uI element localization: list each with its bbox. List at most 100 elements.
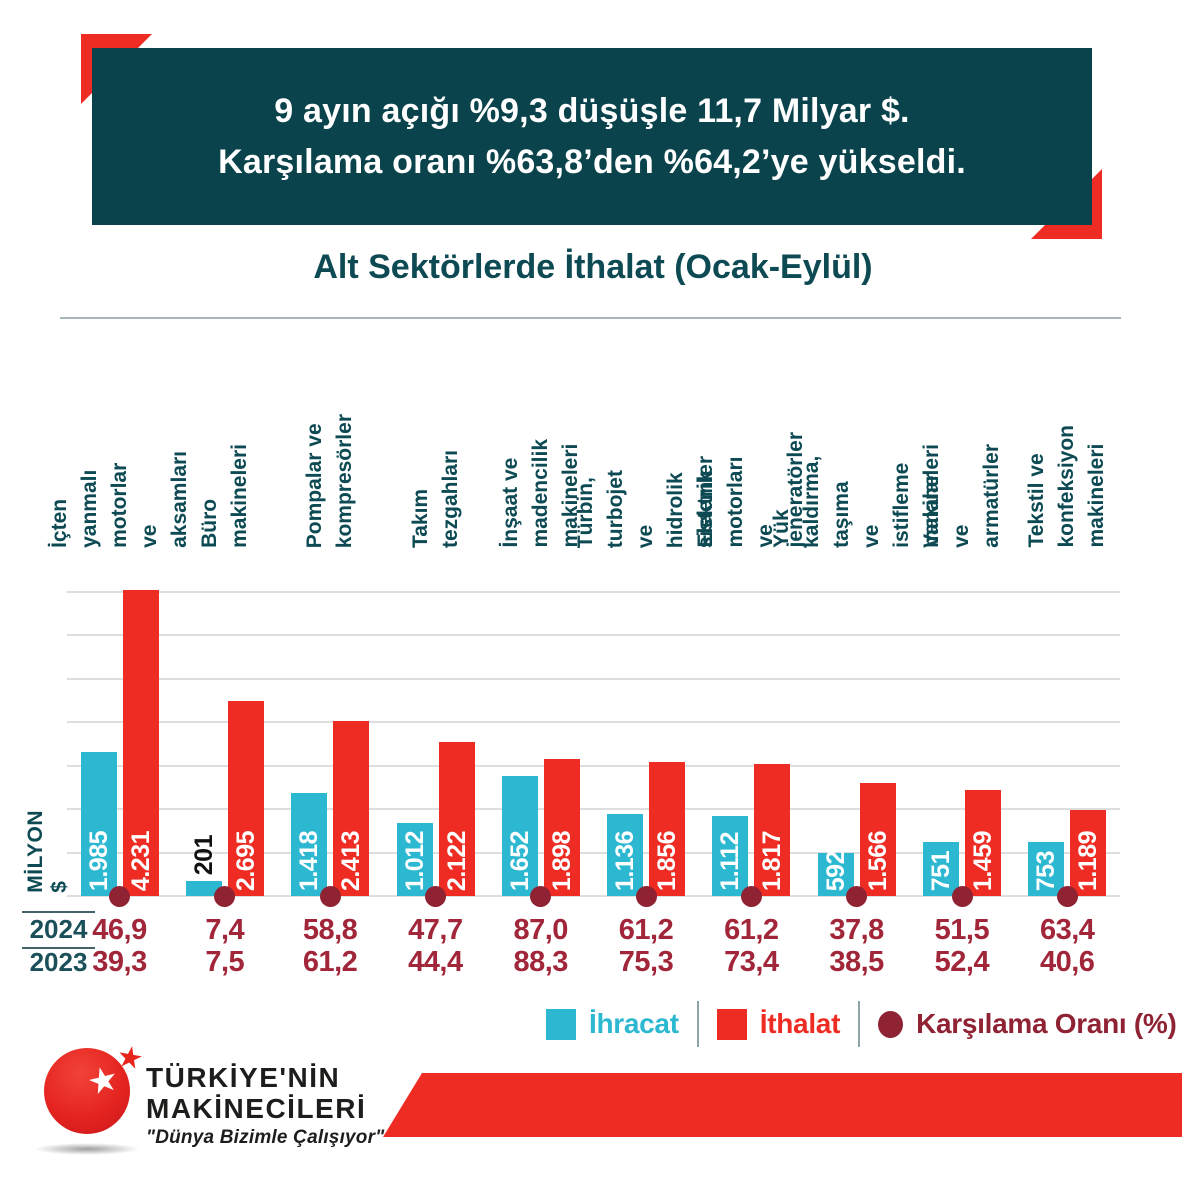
import-bar	[543, 758, 580, 896]
bar-value-text: 1.189	[1074, 830, 1103, 891]
category-label-text: Vanalar ve armatürler	[920, 444, 1004, 548]
coverage-ratio-marker	[530, 886, 552, 907]
import-bar	[649, 761, 686, 896]
bar-value-text: 1.012	[400, 830, 429, 891]
import-bar	[227, 700, 264, 896]
export-bar	[185, 881, 222, 896]
year-label-2024: 2024	[22, 911, 95, 949]
logo-name-line-1: TÜRKİYE'NİN	[146, 1062, 341, 1093]
coverage-ratio-marker	[425, 886, 447, 907]
coverage-ratio-value: 58,8	[302, 914, 358, 946]
import-bar	[965, 790, 1002, 896]
gridline	[67, 764, 1120, 767]
import-bar	[1070, 809, 1107, 896]
coverage-ratio-value: 61,2	[302, 946, 358, 978]
import-bar	[333, 721, 370, 896]
coverage-ratio-value: 61,2	[618, 914, 674, 946]
import-bar	[122, 589, 159, 896]
import-bar	[754, 764, 791, 896]
coverage-ratio-value: 63,4	[1039, 914, 1095, 946]
legend-label-ihracat: İhracat	[589, 1008, 679, 1039]
coverage-ratio-value: 87,0	[513, 914, 568, 946]
logo-name-line-2: MAKİNECİLERİ	[146, 1093, 367, 1124]
logo-red-ball	[44, 1048, 130, 1134]
coverage-ratio-value: 37,8	[829, 914, 884, 946]
bar-value-text: 2.122	[442, 830, 471, 891]
export-bar	[923, 841, 960, 896]
y-axis-unit-text: MİLYON $	[24, 810, 71, 893]
coverage-ratio-marker	[1056, 886, 1078, 907]
logo-tagline: "Dünya Bizimle Çalışıyor"	[146, 1127, 385, 1148]
bar-value-text: 1.112	[716, 832, 745, 891]
export-bar	[80, 752, 117, 896]
export-bar	[501, 776, 538, 896]
bar-value-text: 1.136	[611, 830, 640, 891]
chart-title: Alt Sektörlerde İthalat (Ocak-Eylül)	[313, 248, 873, 286]
bar-value-text: 753	[1032, 850, 1061, 891]
chart-legend: İhracat İthalat Karşılama Oranı (%)	[546, 1001, 1177, 1047]
coverage-ratio-marker	[951, 886, 973, 907]
import-bar	[859, 782, 896, 896]
legend-divider	[858, 1001, 861, 1047]
coverage-ratio-marker	[635, 886, 657, 907]
category-label-text: Takım tezgahları	[408, 449, 462, 548]
bar-plot-area: 1.985 4.231 201 2.695 1.418 2.413 1.012 2.122 1.…	[67, 589, 1120, 907]
headline-line-1: 9 ayın açığı %9,3 düşüşle 11,7 Milyar $.	[274, 92, 910, 131]
legend-item-ihracat: İhracat	[546, 1008, 679, 1040]
headline-line-2: Karşılama oranı %63,8’den %64,2’ye yükse…	[218, 142, 966, 181]
category-label-text: Tekstil ve konfeksiyon makineleri	[1025, 425, 1109, 548]
coverage-ratio-marker	[214, 886, 236, 907]
coverage-ratio-value: 88,3	[513, 946, 568, 978]
coverage-ratio-value: 39,3	[92, 946, 147, 978]
coverage-ratio-value: 7,5	[205, 946, 245, 978]
legend-item-ithalat: İthalat	[716, 1008, 841, 1040]
bar-value-text: 1.985	[84, 830, 113, 891]
gridline	[67, 634, 1120, 637]
logo-wordmark: TÜRKİYE'NİN MAKİNECİLERİ "Dünya Bizimle …	[146, 1062, 384, 1149]
bar-value-text: 592	[821, 850, 850, 891]
coverage-ratio-value: 47,7	[408, 914, 463, 946]
coverage-ratio-marker	[846, 886, 868, 907]
year-label-2023: 2023	[29, 947, 88, 977]
coverage-ratio-value: 40,6	[1039, 946, 1095, 978]
export-bar	[396, 822, 433, 896]
coverage-ratio-value: 75,3	[618, 946, 674, 978]
coverage-ratio-value: 44,4	[408, 946, 463, 978]
coverage-ratio-value: 38,5	[829, 946, 884, 978]
import-bar	[438, 742, 475, 896]
gridline	[67, 895, 1120, 897]
legend-label-karsilama-orani: Karşılama Oranı (%)	[916, 1008, 1177, 1039]
legend-item-karsilama-orani: Karşılama Oranı (%)	[878, 1008, 1177, 1040]
bar-value-text: 1.856	[653, 830, 682, 891]
bar-value-text: 2.695	[231, 830, 260, 891]
export-bar	[607, 813, 644, 896]
gridline	[67, 808, 1120, 811]
bar-value-text: 2.413	[337, 830, 366, 891]
bar-value-text: 1.817	[758, 830, 787, 891]
bar-value-text: 1.418	[295, 830, 324, 891]
coverage-ratio-value: 52,4	[934, 946, 990, 978]
coverage-ratio-dot-icon	[878, 1010, 904, 1038]
title-divider	[60, 317, 1121, 319]
coverage-ratio-marker	[740, 886, 762, 907]
export-bar	[712, 815, 749, 896]
gridline	[67, 591, 1120, 593]
category-label-text: Pompalar ve kompresörler	[303, 413, 357, 548]
category-label-text: İçten yanmalı motorlar ve aksamları	[47, 451, 191, 548]
bar-value-text: 201	[189, 835, 218, 876]
coverage-ratio-marker	[319, 886, 341, 907]
coverage-ratio-value: 7,4	[205, 914, 245, 946]
headline-banner: 9 ayın açığı %9,3 düşüşle 11,7 Milyar $.…	[92, 48, 1092, 225]
coverage-ratio-marker	[109, 886, 131, 907]
legend-label-ithalat: İthalat	[759, 1008, 841, 1039]
bar-value-text: 1.459	[969, 830, 998, 891]
coverage-ratio-value: 51,5	[934, 914, 990, 946]
import-square-icon	[716, 1008, 747, 1040]
legend-divider	[696, 1001, 699, 1047]
category-labels: İçten yanmalı motorlar ve aksamları Büro …	[48, 325, 1120, 548]
bar-value-text: 4.231	[126, 830, 155, 891]
footer-red-ribbon	[383, 1073, 1182, 1137]
gridline	[67, 677, 1120, 680]
coverage-ratio-value: 61,2	[724, 914, 779, 946]
